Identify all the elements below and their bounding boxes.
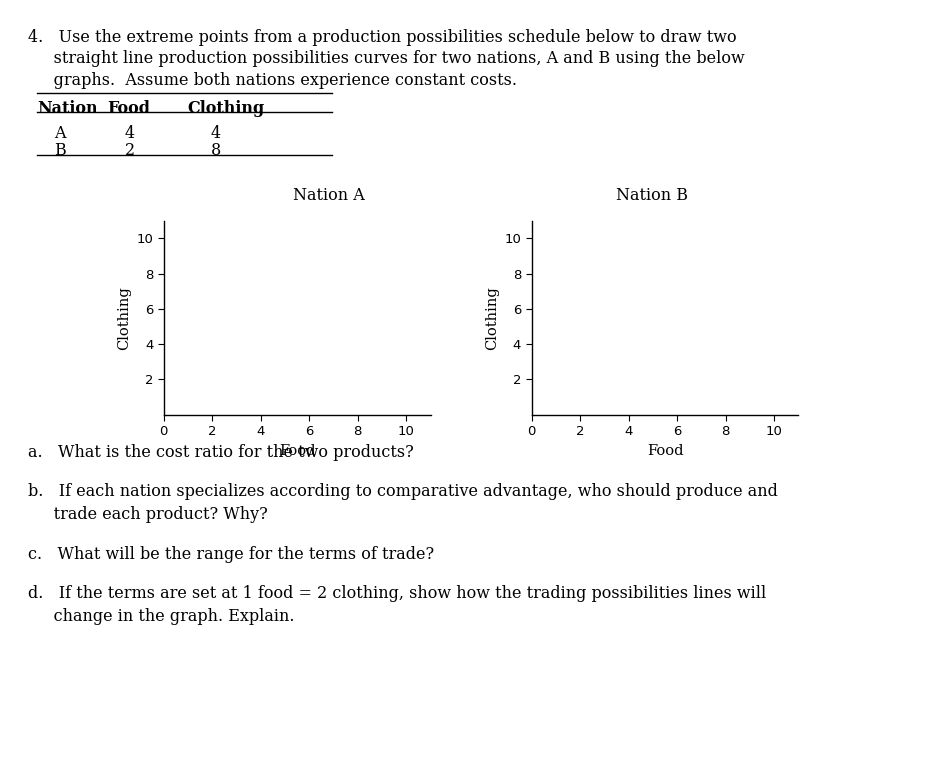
Text: Nation A: Nation A [293, 187, 365, 204]
Text: Food: Food [108, 100, 151, 117]
Text: 4: 4 [124, 125, 135, 142]
Text: change in the graph. Explain.: change in the graph. Explain. [28, 608, 295, 625]
Text: graphs.  Assume both nations experience constant costs.: graphs. Assume both nations experience c… [28, 72, 517, 88]
X-axis label: Food: Food [279, 444, 315, 457]
X-axis label: Food: Food [647, 444, 683, 457]
Text: Nation: Nation [37, 100, 98, 117]
Text: a.   What is the cost ratio for the two products?: a. What is the cost ratio for the two pr… [28, 444, 414, 460]
Text: 8: 8 [211, 142, 221, 158]
Text: A: A [54, 125, 66, 142]
Text: Nation B: Nation B [616, 187, 688, 204]
Text: d.   If the terms are set at 1 food = 2 clothing, show how the trading possibili: d. If the terms are set at 1 food = 2 cl… [28, 585, 767, 602]
Text: 4.   Use the extreme points from a production possibilities schedule below to dr: 4. Use the extreme points from a product… [28, 29, 737, 46]
Text: 2: 2 [124, 142, 135, 158]
Text: trade each product? Why?: trade each product? Why? [28, 506, 268, 523]
Text: c.   What will be the range for the terms of trade?: c. What will be the range for the terms … [28, 546, 434, 562]
Text: b.   If each nation specializes according to comparative advantage, who should p: b. If each nation specializes according … [28, 483, 778, 500]
Text: Clothing: Clothing [187, 100, 265, 117]
Text: B: B [54, 142, 66, 158]
Text: straight line production possibilities curves for two nations, A and B using the: straight line production possibilities c… [28, 50, 745, 67]
Y-axis label: Clothing: Clothing [485, 286, 499, 349]
Y-axis label: Clothing: Clothing [117, 286, 131, 349]
Text: 4: 4 [211, 125, 221, 142]
